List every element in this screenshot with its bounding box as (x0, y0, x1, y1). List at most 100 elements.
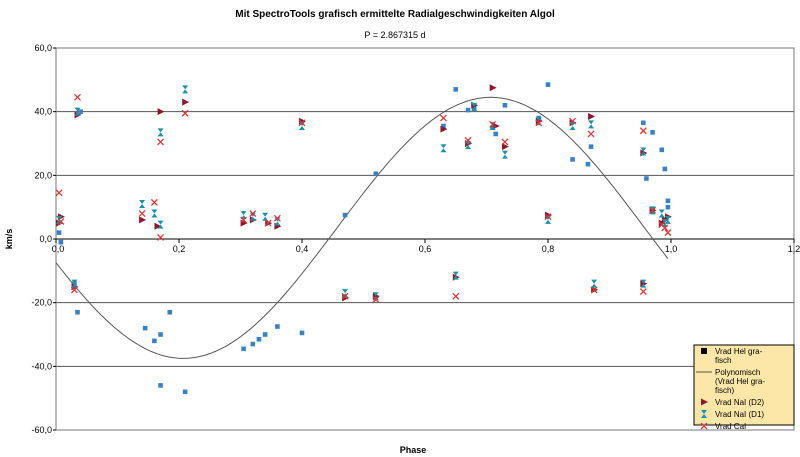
x-tick-label: 0,6 (419, 244, 432, 254)
nai-d1-point (640, 147, 647, 156)
nai-d1-point (640, 279, 647, 288)
cai-point (587, 130, 595, 138)
legend-marker-hourglass (701, 410, 707, 418)
cai-point (70, 286, 78, 294)
nai-d2-point (154, 222, 162, 230)
hel-point (152, 338, 157, 344)
hel-point (665, 204, 671, 210)
legend-box (693, 344, 795, 426)
hel-point (275, 324, 280, 329)
y-tick-label: -60,0 (31, 425, 52, 435)
cai-point (464, 136, 472, 144)
cai-point (569, 117, 577, 125)
nai-d1-point (591, 279, 598, 288)
nai-d1-point (465, 141, 472, 150)
cai-point (264, 219, 272, 227)
hel-point (142, 325, 148, 331)
hel-point (665, 198, 671, 204)
hel-point (262, 332, 268, 337)
nai-d1-point (240, 211, 247, 220)
hel-point (585, 161, 591, 167)
hel-point (502, 103, 508, 108)
hel-point (662, 166, 668, 172)
hel-point (167, 309, 173, 315)
nai-d2-point (492, 122, 500, 130)
cai-point (55, 189, 63, 197)
nai-d2-point (588, 112, 596, 120)
nai-d1-point (452, 271, 459, 280)
nai-d1-point (74, 107, 81, 116)
polynomial-fit (55, 96, 669, 359)
cai-point (535, 119, 543, 127)
hel-point (453, 87, 459, 92)
nai-d1-point (501, 150, 508, 159)
cai-point (157, 233, 165, 241)
nai-d1-point (71, 279, 78, 288)
nai-d1-point (489, 121, 496, 130)
nai-d1-point (569, 121, 576, 130)
hel-point (158, 332, 163, 337)
hel-point (493, 131, 499, 137)
y-tick-label: 20,0 (34, 170, 52, 180)
cai-point (590, 286, 598, 294)
hel-point (441, 123, 446, 129)
nai-d1-point (535, 117, 542, 126)
hel-point (56, 230, 62, 235)
y-tick-label: 40,0 (34, 107, 52, 117)
hel-point (75, 309, 80, 315)
cai-point (544, 213, 552, 221)
cai-point (639, 127, 647, 135)
hel-point (373, 171, 379, 177)
nai-d1-point (471, 102, 478, 111)
nai-d1-point (664, 215, 671, 224)
hel-point (570, 157, 575, 162)
cai-point (298, 119, 306, 127)
cai-point (150, 198, 158, 206)
nai-d1-point (139, 199, 146, 208)
cai-point (57, 218, 65, 225)
cai-point (501, 138, 509, 146)
fit-curve-line (55, 96, 669, 359)
hel-point (342, 212, 348, 218)
legend-label: Polynomisch (715, 368, 760, 377)
y-tick-label: 0,0 (39, 234, 52, 244)
hel-point (182, 389, 188, 395)
nai-d1-point (157, 128, 164, 137)
nai-d1-point (440, 144, 447, 153)
hel-point (250, 341, 256, 347)
cai-point (273, 214, 281, 222)
y-tick-label: -20,0 (31, 298, 52, 308)
data-points (55, 82, 672, 395)
y-axis-label: km/s (4, 229, 14, 250)
y-tick-label: -40,0 (31, 361, 52, 371)
chart-subtitle: P = 2.867315 d (364, 30, 425, 40)
legend-marker-triangle (701, 398, 708, 406)
x-tick-label: 1,2 (788, 244, 800, 254)
hel-point (588, 144, 594, 149)
legend-label: fisch) (715, 386, 734, 395)
nai-d2-point (157, 108, 165, 116)
hel-point (58, 239, 64, 245)
hel-point (241, 346, 246, 352)
cai-point (240, 216, 248, 224)
hel-point (644, 176, 649, 181)
nai-d2-point (501, 143, 509, 151)
nai-d1-point (658, 209, 665, 218)
cai-point (639, 288, 647, 295)
chart-title: Mit SpectroTools grafisch ermittelte Rad… (235, 9, 555, 20)
cai-point (664, 229, 672, 237)
hel-point (158, 383, 163, 388)
cai-point (138, 210, 146, 217)
hel-point (650, 130, 655, 135)
cai-point (439, 114, 447, 122)
hel-point (641, 120, 646, 126)
cai-point (649, 206, 657, 214)
cai-point (157, 138, 165, 146)
x-tick-label: 1,0 (665, 244, 678, 254)
x-tick-label: 0,2 (173, 244, 186, 254)
cai-point (452, 292, 460, 300)
hel-point (299, 330, 305, 336)
legend-label: fisch (715, 356, 731, 365)
x-tick-label: 0,4 (296, 244, 309, 254)
